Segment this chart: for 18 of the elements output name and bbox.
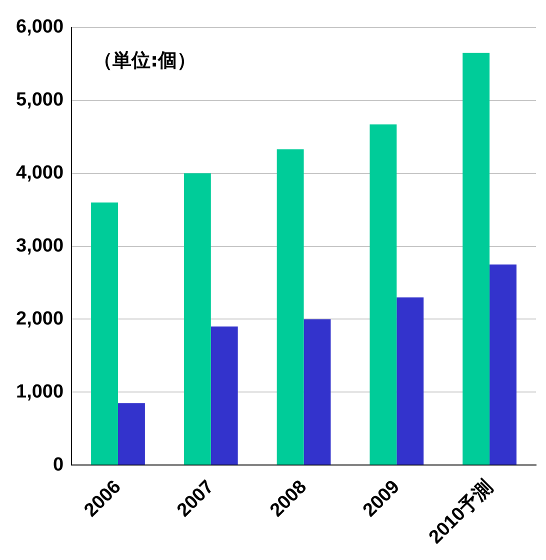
bar xyxy=(396,297,424,465)
bar xyxy=(490,264,516,465)
y-tick-label: 1,000 xyxy=(16,381,64,402)
y-tick-label: 4,000 xyxy=(16,162,64,184)
y-tick-label: 5,000 xyxy=(16,90,64,111)
bar xyxy=(370,124,397,465)
bar xyxy=(462,52,490,465)
bar xyxy=(118,403,145,465)
annotation: （単位:個） xyxy=(94,49,196,72)
bar xyxy=(91,202,118,465)
y-tick-label: 0 xyxy=(52,454,64,476)
bar xyxy=(210,326,238,465)
bar xyxy=(304,319,331,465)
y-tick-label: 6,000 xyxy=(16,16,64,38)
y-tick-label: 3,000 xyxy=(16,235,64,256)
bar xyxy=(276,149,304,465)
y-tick-label: 2,000 xyxy=(16,308,64,330)
bar xyxy=(184,173,211,465)
